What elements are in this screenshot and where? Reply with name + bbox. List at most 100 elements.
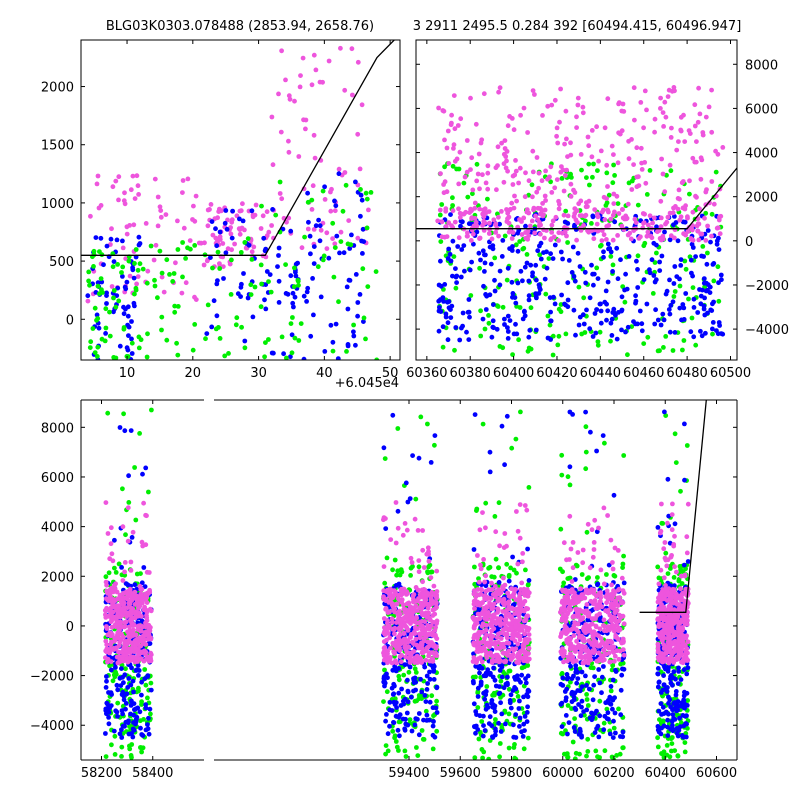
data-point-green <box>414 745 419 750</box>
data-point-magenta <box>396 626 402 631</box>
data-point-blue <box>311 261 317 266</box>
data-point-magenta <box>547 174 552 180</box>
data-point-green <box>116 298 122 304</box>
data-point-blue <box>590 697 596 703</box>
data-point-blue <box>384 712 389 717</box>
data-point-magenta <box>675 196 681 201</box>
data-point-green <box>468 293 474 298</box>
data-point-blue <box>412 722 418 728</box>
data-point-green <box>611 725 617 731</box>
data-point-magenta <box>151 257 157 263</box>
data-point-green <box>138 337 144 343</box>
data-point-blue <box>443 311 449 317</box>
data-point-magenta <box>175 218 180 224</box>
data-point-magenta <box>108 541 114 547</box>
data-point-blue <box>480 248 486 254</box>
data-point-magenta <box>714 225 720 231</box>
data-point-magenta <box>430 613 436 618</box>
data-point-blue <box>217 229 223 235</box>
data-point-blue <box>104 243 110 249</box>
data-point-blue <box>667 237 673 243</box>
data-point-blue <box>115 687 121 693</box>
data-point-magenta <box>130 529 136 535</box>
data-point-magenta <box>662 99 668 105</box>
data-point-blue <box>316 217 321 223</box>
data-point-blue <box>477 713 483 719</box>
data-point-green <box>242 240 248 245</box>
data-point-blue <box>666 694 671 700</box>
data-point-magenta <box>133 612 139 618</box>
data-point-green <box>157 248 163 254</box>
data-point-magenta <box>342 87 348 93</box>
data-point-blue <box>263 306 269 312</box>
data-point-magenta <box>641 220 647 226</box>
data-point-blue <box>526 578 532 583</box>
data-point-green <box>315 264 321 270</box>
data-point-magenta <box>683 232 688 238</box>
data-point-magenta <box>355 235 361 241</box>
data-point-blue <box>502 316 507 322</box>
data-point-magenta <box>330 236 335 242</box>
data-point-green <box>320 257 326 263</box>
data-point-blue <box>658 322 664 328</box>
data-point-blue <box>264 269 270 274</box>
data-point-blue <box>635 285 641 290</box>
data-point-blue <box>493 728 498 734</box>
data-point-blue <box>424 687 430 692</box>
data-point-magenta <box>497 85 503 91</box>
y-tick-label: −2000 <box>745 279 789 294</box>
data-point-green <box>478 333 484 339</box>
data-point-green <box>679 581 685 586</box>
data-point-magenta <box>489 658 495 663</box>
data-point-blue <box>270 207 275 212</box>
data-point-magenta <box>658 224 664 230</box>
data-point-magenta <box>552 97 558 103</box>
data-point-green <box>98 276 104 281</box>
data-point-blue <box>658 731 664 737</box>
data-point-magenta <box>536 185 541 191</box>
data-point-green <box>92 305 98 311</box>
data-point-green <box>506 711 512 717</box>
data-point-magenta <box>404 650 410 656</box>
data-point-green <box>144 280 150 286</box>
data-point-blue <box>245 295 251 301</box>
data-point-magenta <box>201 262 207 268</box>
data-point-magenta <box>115 660 121 666</box>
data-point-green <box>384 555 390 561</box>
data-point-green <box>129 340 135 346</box>
data-point-magenta <box>696 85 701 91</box>
data-point-green <box>245 236 251 242</box>
data-point-green <box>595 339 601 344</box>
data-point-blue <box>563 302 568 308</box>
data-point-green <box>174 340 180 346</box>
data-point-blue <box>103 731 108 736</box>
data-point-green <box>292 265 297 271</box>
data-point-magenta <box>270 162 276 168</box>
data-point-magenta <box>427 617 433 623</box>
data-point-blue <box>667 277 672 283</box>
data-point-blue <box>126 676 132 681</box>
data-point-magenta <box>387 635 393 641</box>
data-point-blue <box>601 727 607 733</box>
data-point-green <box>414 698 420 704</box>
data-point-magenta <box>580 110 586 116</box>
data-point-magenta <box>477 186 482 192</box>
data-point-magenta <box>229 247 235 253</box>
data-point-blue <box>655 727 661 733</box>
data-point-blue <box>652 279 658 285</box>
data-point-green <box>109 742 114 748</box>
data-point-magenta <box>394 601 400 607</box>
data-point-magenta <box>552 185 558 191</box>
data-point-magenta <box>220 264 226 269</box>
data-point-blue <box>317 238 323 244</box>
data-point-magenta <box>126 633 131 639</box>
data-point-blue <box>290 290 296 296</box>
data-point-blue <box>670 712 676 717</box>
data-point-green <box>506 686 512 692</box>
data-point-magenta <box>667 162 673 168</box>
data-point-green <box>568 679 573 685</box>
data-point-magenta <box>565 213 571 219</box>
data-point-green <box>382 580 388 586</box>
data-point-blue <box>111 728 117 734</box>
data-point-blue <box>530 270 535 276</box>
